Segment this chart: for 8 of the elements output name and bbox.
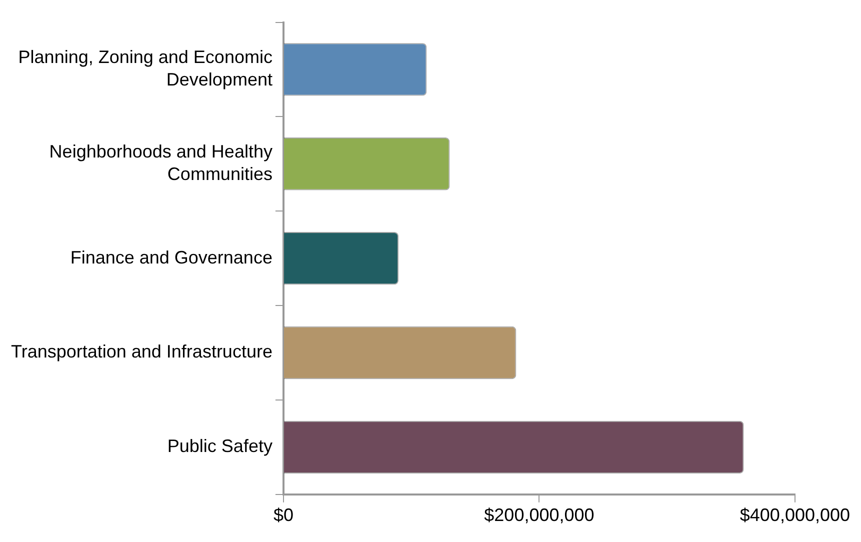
y-tick-label: Transportation and Infrastructure — [10, 342, 272, 362]
x-tick-label: $0 — [273, 505, 294, 526]
y-tick-label: Planning, Zoning and Economic Development — [18, 47, 272, 90]
x-tick-label: $200,000,000 — [484, 505, 594, 526]
y-tick-label: Finance and Governance — [70, 247, 272, 268]
y-tick-label: Neighborhoods and Healthy Communities — [49, 142, 272, 184]
x-tick-label: $400,000,000 — [740, 505, 850, 526]
y-tick-label: Public Safety — [167, 436, 272, 456]
